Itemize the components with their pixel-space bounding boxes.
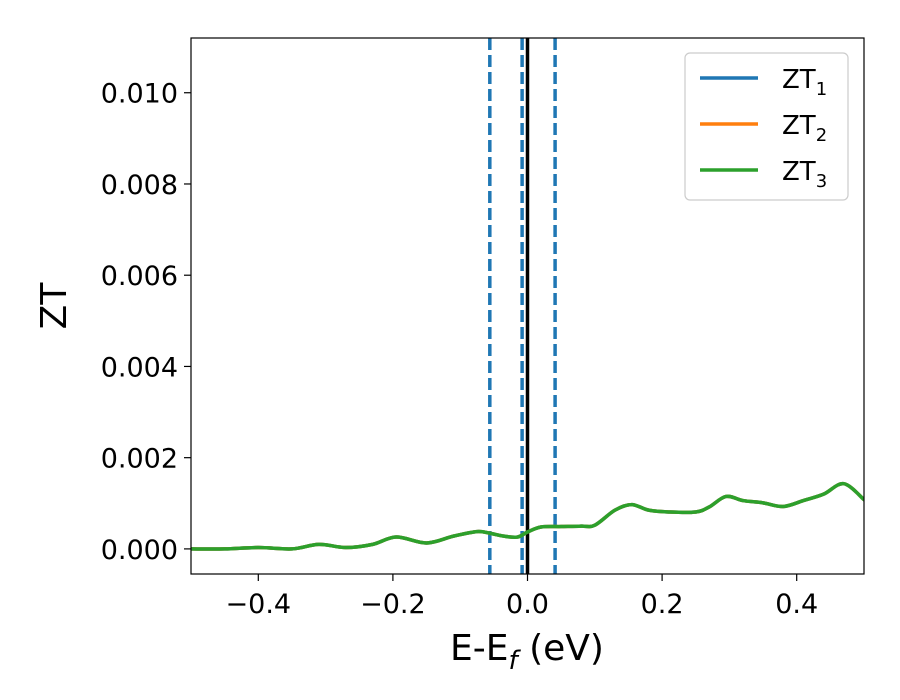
- x-tick-label: 0.4: [775, 589, 818, 620]
- series-line-zt-3: [191, 481, 864, 551]
- x-tick-label: −0.4: [226, 589, 292, 620]
- y-tick-label: 0.006: [101, 261, 178, 292]
- legend: ZT1 ZT2 ZT3: [684, 52, 849, 201]
- x-tick-label: 0.0: [506, 589, 549, 620]
- y-axis: 0.000 0.002 0.004 0.006 0.008 0.010: [101, 79, 191, 566]
- legend-frame: [684, 52, 849, 201]
- x-axis: −0.4 −0.2 0.0 0.2 0.4: [226, 574, 818, 620]
- y-tick-label: 0.004: [101, 352, 178, 383]
- y-tick-label: 0.008: [101, 170, 178, 201]
- x-tick-label: −0.2: [360, 589, 426, 620]
- legend-label-zt-2: ZT2: [782, 111, 827, 146]
- legend-label-zt-1: ZT1: [782, 65, 827, 100]
- plot-area: [191, 38, 864, 574]
- x-axis-label: E-Ef (eV): [450, 628, 604, 676]
- x-tick-label: 0.2: [641, 589, 684, 620]
- y-tick-label: 0.002: [101, 444, 178, 475]
- y-tick-label: 0.000: [101, 535, 178, 566]
- y-axis-label: ZT: [34, 282, 75, 330]
- legend-label-zt-3: ZT3: [782, 157, 827, 192]
- y-tick-label: 0.010: [101, 79, 178, 110]
